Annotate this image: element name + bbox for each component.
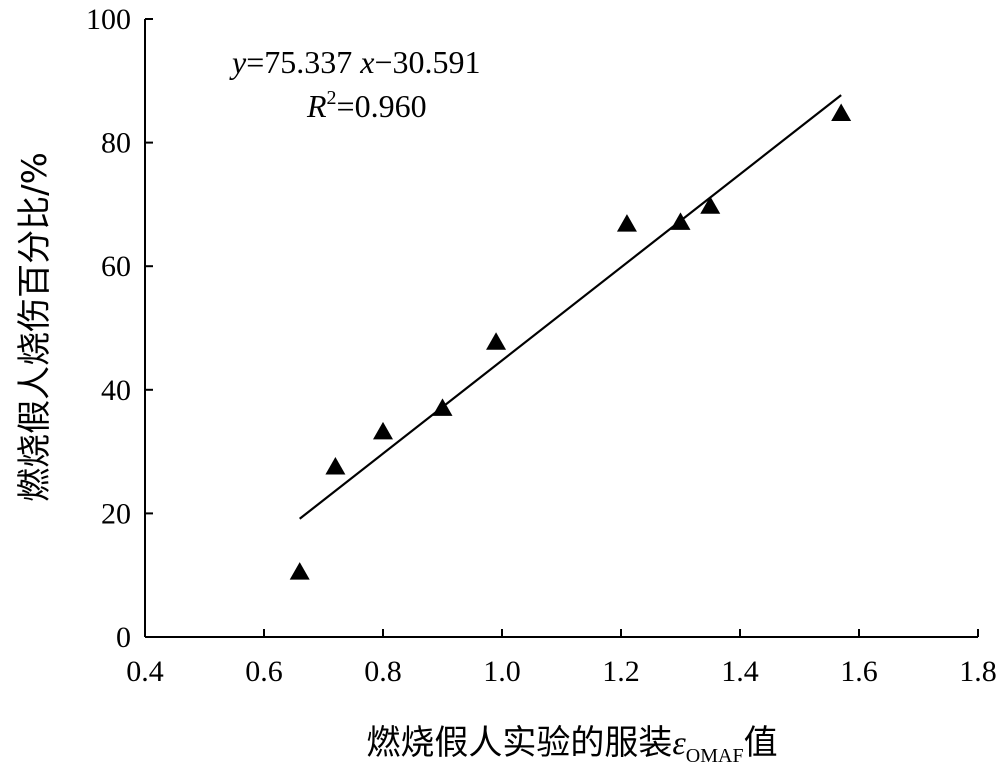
x-tick-label: 1.8 (959, 655, 997, 688)
r2-symbol: R (306, 88, 327, 124)
x-tick-label: 1.6 (840, 655, 878, 688)
x-axis-label: 燃烧假人实验的服装εOMAF值 (366, 723, 777, 767)
y-tick-label: 80 (101, 127, 131, 160)
data-point-triangle (670, 212, 691, 230)
x-axis-label-subscript: OMAF (686, 745, 744, 767)
r2-exponent: 2 (327, 87, 337, 109)
y-tick-label: 20 (101, 497, 131, 530)
data-point-triangle (289, 562, 310, 580)
equation-body: =75.337 (246, 44, 360, 80)
x-tick-label: 1.4 (721, 655, 759, 688)
x-axis-label-main: 燃烧假人实验的服装 (366, 723, 672, 763)
equation-tail: −30.591 (374, 44, 480, 80)
y-tick-label: 100 (86, 3, 131, 36)
data-point-triangle (700, 196, 721, 214)
x-axis-ticks: 0.4 0.6 0.8 1.0 1.2 1.4 1.6 1.8 (126, 629, 997, 688)
data-points (289, 103, 852, 580)
x-axis-label-symbol: ε (672, 725, 686, 762)
y-axis-ticks: 0 20 40 60 80 100 (86, 3, 153, 654)
y-tick-label: 0 (116, 621, 131, 654)
x-tick-label: 1.0 (483, 655, 521, 688)
fit-line (299, 94, 842, 520)
y-tick-label: 40 (101, 374, 131, 407)
x-tick-label: 0.8 (364, 655, 402, 688)
data-point-triangle (432, 398, 453, 416)
x-tick-label: 1.2 (602, 655, 640, 688)
x-tick-label: 0.6 (245, 655, 283, 688)
x-tick-label: 0.4 (126, 655, 164, 688)
equation-y-symbol: y (229, 44, 247, 80)
data-point-triangle (831, 103, 852, 122)
equation-x-symbol: x (359, 44, 374, 80)
data-point-triangle (486, 332, 507, 350)
data-point-triangle (373, 421, 393, 440)
x-axis-label-suffix: 值 (744, 723, 778, 763)
r-squared: R2=0.960 (306, 87, 427, 124)
y-tick-label: 60 (101, 250, 131, 283)
y-axis-label: 燃烧假人烧伤百分比/% (15, 152, 55, 502)
data-point-triangle (616, 214, 637, 232)
axes (144, 19, 978, 638)
fit-equation: y=75.337 x−30.591 (229, 44, 481, 80)
r2-value: =0.960 (337, 88, 427, 124)
data-point-triangle (325, 457, 346, 475)
